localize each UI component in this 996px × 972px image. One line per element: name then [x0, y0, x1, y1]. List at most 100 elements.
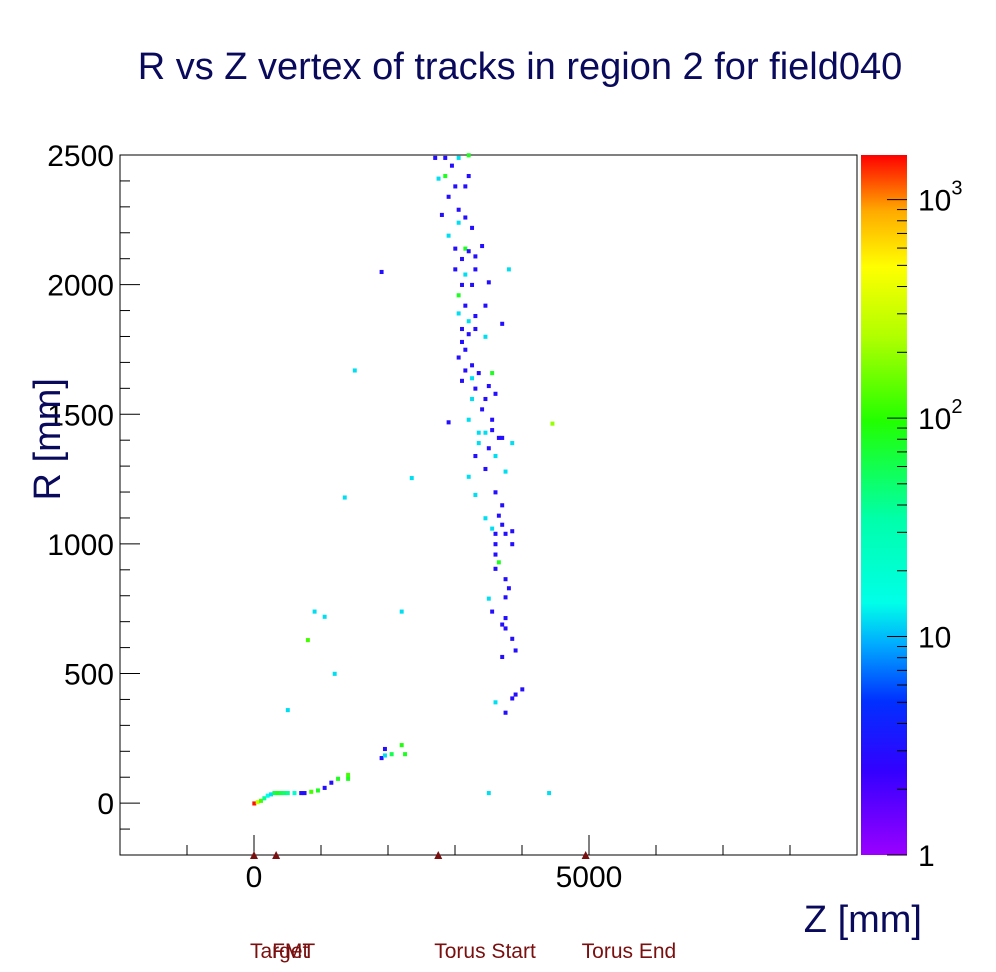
heatmap-cell: [460, 339, 464, 345]
heatmap-cell: [456, 155, 461, 160]
heatmap-cell: [279, 791, 284, 796]
heatmap-cell: [275, 791, 280, 796]
x-tick-label: 5000: [556, 861, 623, 894]
heatmap-cell: [466, 249, 471, 254]
detector-marker-label: Torus Start: [434, 940, 536, 963]
heatmap-cell: [463, 184, 468, 189]
heatmap-cell: [463, 303, 468, 308]
heatmap-cell: [460, 282, 464, 287]
heatmap-cell: [446, 233, 451, 238]
heatmap-cell: [503, 577, 508, 582]
heatmap-cell: [470, 282, 475, 287]
heatmap-cell: [399, 743, 404, 748]
detector-marker-label: FMT: [272, 940, 315, 963]
heatmap-cell: [305, 638, 310, 643]
heatmap-cell: [379, 269, 384, 275]
heatmap-cell: [443, 173, 448, 179]
heatmap-cell: [285, 791, 290, 796]
chart-title: R vs Z vertex of tracks in region 2 for …: [137, 46, 903, 88]
heatmap-cell: [285, 708, 290, 713]
heatmap-cell: [436, 176, 441, 181]
heatmap-cell: [503, 469, 508, 474]
heatmap-cell: [486, 383, 491, 389]
y-axis-title: R [mm]: [27, 378, 69, 500]
heatmap-cell: [480, 243, 485, 249]
heatmap-cell: [470, 376, 475, 381]
heatmap-cell: [409, 476, 414, 481]
heatmap-cell: [336, 776, 341, 781]
heatmap-cell: [500, 503, 505, 508]
detector-marker-label: Target: [250, 940, 309, 963]
heatmap-cell: [503, 626, 508, 631]
heatmap-cell: [500, 321, 505, 326]
heatmap-cell: [456, 220, 461, 225]
heatmap-cell: [352, 368, 357, 373]
detector-marker: [581, 851, 590, 859]
heatmap-cell: [463, 272, 468, 277]
heatmap-cell: [483, 334, 488, 339]
heatmap-cell: [322, 785, 327, 790]
heatmap-cell: [510, 529, 515, 534]
heatmap-cell: [493, 542, 498, 547]
colorbar-tick-exponent: 3: [951, 178, 962, 200]
heatmap-cell: [379, 756, 384, 761]
heatmap-cell: [269, 792, 274, 797]
colorbar-tick-exponent: 2: [951, 396, 962, 418]
heatmap-cell: [483, 430, 488, 435]
x-tick-label: 0: [246, 861, 263, 894]
heatmap-cell: [493, 490, 498, 495]
heatmap-cell: [483, 466, 488, 472]
heatmap-cell: [510, 696, 515, 701]
heatmap-cell: [346, 776, 351, 781]
heatmap-cell: [466, 417, 471, 422]
heatmap-cell: [255, 800, 260, 805]
heatmap-cell: [473, 386, 478, 391]
heatmap-cell: [382, 746, 387, 752]
colorbar-tick-label: 10: [918, 622, 951, 655]
heatmap-cell: [346, 772, 351, 777]
heatmap-cell: [506, 586, 511, 591]
heatmap-cell: [456, 355, 461, 360]
heatmap-cell: [493, 531, 498, 536]
heatmap-cell: [403, 752, 408, 757]
heatmap-cell: [496, 560, 501, 565]
heatmap-cell: [463, 246, 468, 251]
colorbar-tick-label: 103: [918, 178, 963, 218]
heatmap-cell: [389, 752, 394, 757]
detector-marker-label: Torus End: [582, 940, 677, 963]
heatmap-cell: [299, 791, 304, 796]
heatmap-cell: [315, 788, 320, 793]
heatmap-cell: [486, 446, 491, 451]
heatmap-cell: [503, 531, 508, 536]
heatmap-cell: [265, 793, 270, 798]
y-tick-label: 2500: [47, 140, 114, 173]
heatmap-cell: [473, 267, 478, 272]
heatmap-cell: [332, 671, 337, 676]
heatmap-cell: [490, 417, 495, 422]
heatmap-cell: [382, 753, 387, 758]
y-tick-label: 1500: [47, 399, 114, 432]
heatmap-cell: [292, 791, 297, 796]
heatmap-cell: [496, 513, 501, 518]
heatmap-cell: [503, 616, 508, 621]
detector-marker: [272, 851, 281, 859]
y-tick-label: 2000: [47, 270, 114, 303]
heatmap-cell: [463, 347, 468, 352]
heatmap-cell: [493, 700, 498, 705]
heatmap-cell: [493, 391, 498, 396]
heatmap-cell: [510, 441, 515, 446]
plot-frame: [119, 154, 858, 856]
heatmap-cell: [302, 791, 307, 796]
y-tick-label: 500: [64, 659, 114, 692]
detector-marker: [250, 851, 258, 859]
heatmap-cell: [460, 256, 464, 262]
heatmap-cell: [486, 791, 491, 796]
heatmap-cell: [309, 789, 314, 794]
heatmap-cell: [473, 492, 478, 497]
heatmap-cell: [259, 798, 263, 803]
heatmap-cell: [463, 215, 468, 220]
heatmap-cell: [282, 791, 287, 796]
heatmap-cell: [312, 609, 317, 614]
heatmap-cell: [476, 371, 481, 376]
heatmap-cell: [466, 173, 471, 179]
